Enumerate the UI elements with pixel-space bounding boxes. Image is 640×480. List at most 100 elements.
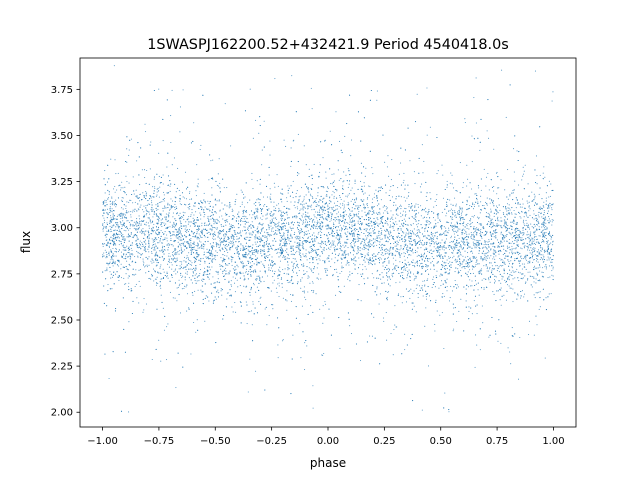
data-point xyxy=(247,221,249,223)
data-point xyxy=(530,247,532,249)
data-point xyxy=(167,261,170,263)
data-point xyxy=(163,271,165,273)
data-point xyxy=(184,279,186,281)
data-point xyxy=(371,207,373,209)
data-point xyxy=(533,213,535,215)
data-point xyxy=(369,257,371,259)
data-point xyxy=(301,236,304,239)
data-point xyxy=(302,209,304,211)
data-point xyxy=(552,244,554,246)
data-point xyxy=(114,273,117,275)
data-point xyxy=(281,216,283,218)
data-point xyxy=(197,183,199,185)
data-point xyxy=(261,164,263,166)
data-point xyxy=(143,233,145,235)
data-point xyxy=(124,225,126,227)
data-point xyxy=(163,207,166,209)
data-point xyxy=(293,222,296,224)
data-point xyxy=(331,173,333,175)
data-point xyxy=(481,305,483,307)
data-point xyxy=(436,255,438,257)
data-point xyxy=(233,282,236,284)
data-point xyxy=(416,251,418,253)
data-point xyxy=(166,234,168,236)
data-point xyxy=(547,210,549,212)
data-point xyxy=(440,257,442,259)
data-point xyxy=(345,250,347,252)
data-point xyxy=(326,248,328,250)
data-point xyxy=(230,206,232,208)
data-point xyxy=(327,206,329,208)
data-point xyxy=(155,204,157,206)
data-point xyxy=(159,285,161,287)
data-point xyxy=(447,263,449,265)
data-point xyxy=(399,254,401,256)
data-point xyxy=(203,248,205,250)
data-point xyxy=(125,273,127,275)
data-point xyxy=(231,208,233,210)
data-point xyxy=(118,185,120,187)
data-point xyxy=(547,205,550,207)
data-point xyxy=(409,241,411,243)
data-point xyxy=(469,205,471,207)
data-point xyxy=(138,226,140,228)
data-point xyxy=(274,249,276,251)
data-point xyxy=(160,219,162,221)
data-point xyxy=(372,230,374,232)
data-point xyxy=(407,246,409,248)
data-point xyxy=(161,278,163,280)
data-point xyxy=(478,263,480,265)
data-point xyxy=(380,232,383,234)
data-point xyxy=(148,244,150,246)
data-point xyxy=(511,267,513,269)
data-point xyxy=(533,193,535,195)
data-point xyxy=(411,205,413,207)
data-point xyxy=(467,271,469,273)
data-point xyxy=(184,241,186,243)
data-point xyxy=(524,164,526,166)
data-point xyxy=(138,269,140,271)
data-point xyxy=(200,289,202,291)
data-point xyxy=(546,228,548,230)
data-point xyxy=(496,193,498,195)
data-point xyxy=(179,194,181,196)
data-point xyxy=(511,213,513,215)
data-point xyxy=(490,211,492,213)
data-point xyxy=(242,246,244,248)
data-point xyxy=(134,255,136,258)
data-point xyxy=(478,187,480,189)
data-point xyxy=(191,268,193,271)
data-point xyxy=(429,192,431,194)
data-point xyxy=(108,377,110,380)
data-point xyxy=(126,220,128,222)
data-point xyxy=(133,235,135,237)
data-point xyxy=(184,230,187,232)
data-point xyxy=(223,250,226,253)
data-point xyxy=(360,253,362,255)
data-point xyxy=(387,249,389,251)
data-point xyxy=(122,238,125,240)
data-point xyxy=(158,88,160,90)
data-point xyxy=(455,230,457,232)
data-point xyxy=(468,228,470,230)
data-point xyxy=(273,206,275,208)
data-point xyxy=(297,208,299,210)
data-point xyxy=(302,244,304,246)
data-point xyxy=(223,234,225,236)
data-point xyxy=(268,248,270,251)
data-point xyxy=(460,247,462,249)
data-point xyxy=(522,166,524,168)
data-point xyxy=(250,262,252,264)
data-point xyxy=(468,196,470,198)
data-point xyxy=(157,237,160,239)
data-point xyxy=(404,236,406,238)
data-point xyxy=(439,275,441,277)
data-point xyxy=(270,225,272,227)
data-point xyxy=(197,289,199,291)
data-point xyxy=(357,216,359,218)
data-point xyxy=(525,254,527,256)
data-point xyxy=(279,240,281,242)
data-point xyxy=(305,164,307,166)
data-point xyxy=(509,195,511,197)
data-point xyxy=(421,243,423,245)
